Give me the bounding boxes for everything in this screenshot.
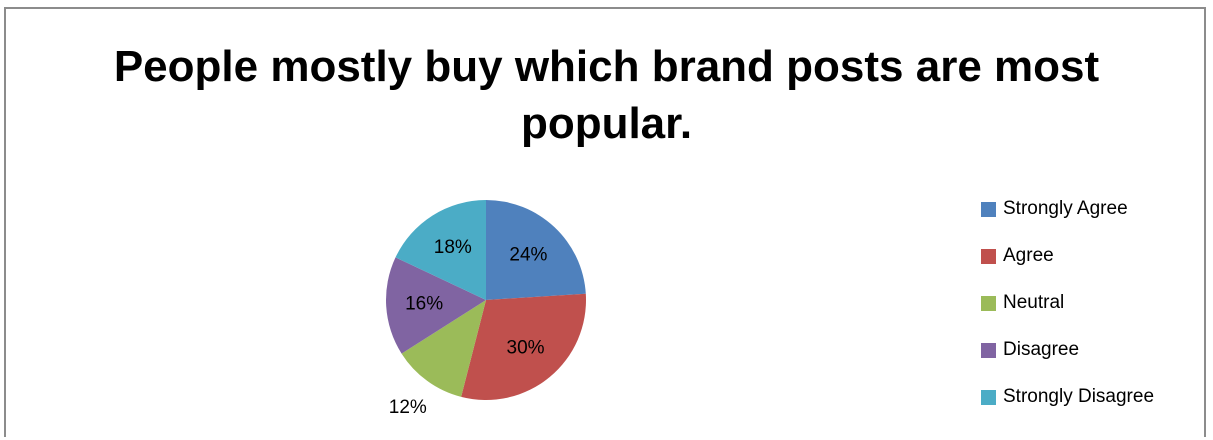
legend-item-agree: Agree [981,243,1054,269]
legend-item-strongly-disagree: Strongly Disagree [981,384,1154,410]
legend-label: Disagree [1003,339,1080,360]
chart-frame [4,7,1206,437]
legend-swatch [981,295,996,311]
pie-slice-agree [461,293,586,400]
legend-swatch [981,248,996,264]
pie-data-label: 30% [507,337,545,358]
legend-label: Agree [1003,245,1054,266]
legend-item-strongly-agree: Strongly Agree [981,196,1128,222]
pie-data-label: 12% [389,397,427,418]
chart-title-line-1: People mostly buy which brand posts are … [113,42,1100,91]
legend-item-disagree: Disagree [981,337,1079,363]
legend-swatch [981,389,996,405]
legend-swatch [981,342,996,358]
chart-title-line-2: popular. [520,99,693,148]
legend-label: Neutral [1003,292,1065,313]
pie-slice-strongly-agree [486,200,586,300]
legend-swatch [981,201,996,217]
legend-label: Strongly Agree [1003,198,1128,219]
pie-data-label: 24% [509,244,547,265]
pie-slice-disagree [386,257,486,354]
legend-label: Strongly Disagree [1003,386,1155,407]
pie-data-label: 18% [434,237,472,258]
pie-slice-strongly-disagree [395,200,486,300]
pie-slice-neutral [401,300,486,397]
pie-data-label: 16% [405,293,443,314]
chart-title: People mostly buy which brand posts are … [0,38,1213,152]
legend-item-neutral: Neutral [981,290,1064,316]
